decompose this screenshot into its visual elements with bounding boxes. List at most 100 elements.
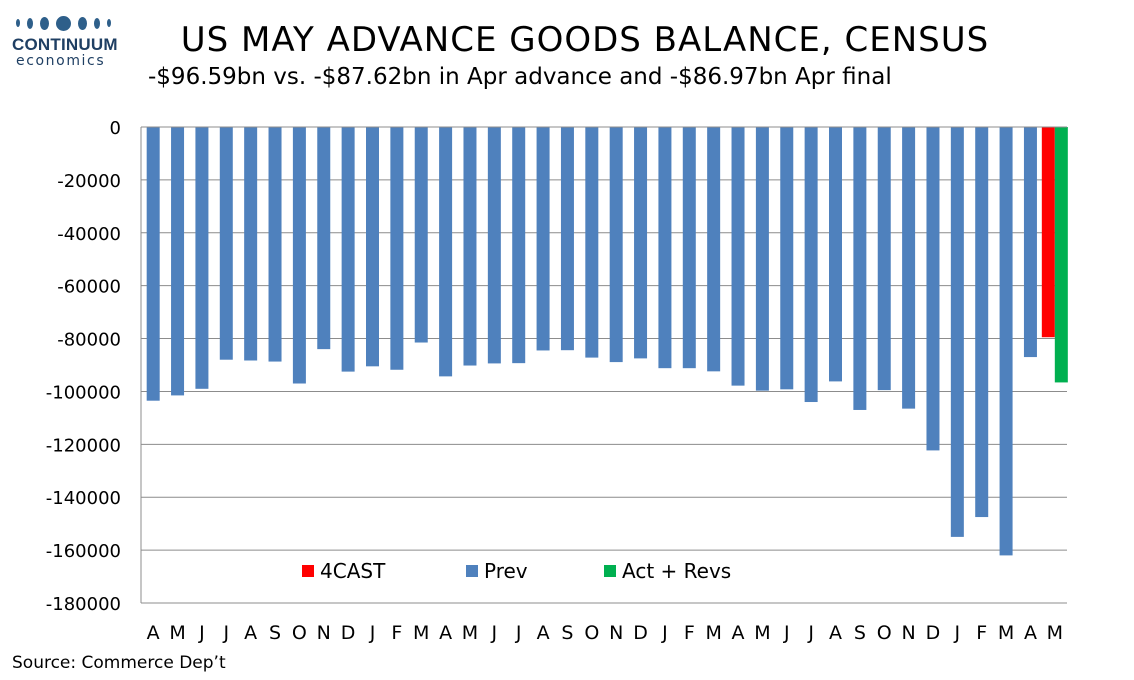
bar-prev bbox=[244, 127, 258, 361]
continuum-economics-logo: CONTINUUM economics bbox=[12, 14, 132, 69]
y-tick-label: -180000 bbox=[46, 594, 121, 615]
legend-swatch-prev bbox=[466, 565, 478, 577]
x-tick-label: N bbox=[609, 622, 623, 644]
x-tick-label: O bbox=[584, 622, 599, 644]
bar-prev bbox=[609, 127, 623, 363]
x-tick-label: A bbox=[537, 622, 550, 644]
x-tick-label: J bbox=[954, 622, 961, 644]
x-tick-label: M bbox=[462, 622, 478, 644]
x-tick-label: N bbox=[901, 622, 915, 644]
bar-act-revs bbox=[1054, 127, 1068, 383]
x-tick-label: M bbox=[1047, 622, 1063, 644]
x-tick-label: M bbox=[705, 622, 721, 644]
x-tick-label: J bbox=[198, 622, 205, 644]
bar-prev bbox=[707, 127, 721, 372]
legend-label-act-revs: Act + Revs bbox=[622, 559, 731, 583]
x-tick-label: J bbox=[807, 622, 814, 644]
bar-prev bbox=[560, 127, 574, 351]
x-tick-label: F bbox=[976, 622, 987, 644]
y-tick-label: -80000 bbox=[57, 330, 121, 351]
x-tick-label: J bbox=[661, 622, 668, 644]
x-tick-label: D bbox=[926, 622, 941, 644]
bar-prev bbox=[1023, 127, 1037, 358]
bar-prev bbox=[853, 127, 867, 410]
bar-prev bbox=[219, 127, 233, 360]
bar-prev bbox=[804, 127, 818, 403]
bar-prev bbox=[146, 127, 160, 401]
x-tick-label: S bbox=[854, 622, 866, 644]
x-tick-label: D bbox=[633, 622, 648, 644]
x-tick-label: A bbox=[147, 622, 160, 644]
x-tick-label: A bbox=[244, 622, 257, 644]
bar-prev bbox=[195, 127, 209, 389]
x-tick-label: O bbox=[877, 622, 892, 644]
source-note: Source: Commerce Dep’t bbox=[12, 653, 226, 673]
x-tick-label: J bbox=[783, 622, 790, 644]
x-tick-label: N bbox=[317, 622, 331, 644]
y-tick-label: -60000 bbox=[57, 277, 121, 298]
legend-label-4cast: 4CAST bbox=[320, 559, 386, 583]
x-tick-label: A bbox=[829, 622, 842, 644]
y-tick-label: -20000 bbox=[57, 171, 121, 192]
logo-subtitle: economics bbox=[16, 53, 106, 69]
x-tick-label: J bbox=[222, 622, 229, 644]
x-tick-label: A bbox=[732, 622, 745, 644]
x-tick-label: M bbox=[413, 622, 429, 644]
x-tick-label: O bbox=[292, 622, 307, 644]
x-tick-label: D bbox=[341, 622, 356, 644]
bar-prev bbox=[171, 127, 185, 396]
bar-prev bbox=[755, 127, 769, 391]
y-tick-label: -160000 bbox=[46, 541, 121, 562]
x-tick-label: F bbox=[684, 622, 695, 644]
bar-prev bbox=[902, 127, 916, 409]
bar-prev bbox=[536, 127, 550, 351]
x-tick-label: S bbox=[561, 622, 573, 644]
bar-prev bbox=[829, 127, 842, 382]
bar-prev bbox=[292, 127, 306, 384]
bar-prev bbox=[975, 127, 989, 518]
legend-swatch-act-revs bbox=[604, 565, 616, 577]
legend-label-prev: Prev bbox=[484, 559, 528, 583]
x-tick-label: M bbox=[169, 622, 185, 644]
y-tick-label: 0 bbox=[110, 118, 121, 139]
bar-prev bbox=[585, 127, 599, 358]
bar-prev bbox=[658, 127, 672, 369]
bar-prev bbox=[634, 127, 648, 359]
y-tick-label: -40000 bbox=[57, 224, 121, 245]
x-tick-label: J bbox=[515, 622, 522, 644]
logo-name: CONTINUUM bbox=[12, 35, 118, 54]
x-tick-label: A bbox=[1024, 622, 1037, 644]
x-tick-label: A bbox=[439, 622, 452, 644]
bar-prev bbox=[317, 127, 331, 350]
bar-prev bbox=[439, 127, 453, 377]
chart-title: US MAY ADVANCE GOODS BALANCE, CENSUS bbox=[180, 20, 990, 60]
x-tick-label: M bbox=[998, 622, 1014, 644]
y-tick-label: -140000 bbox=[46, 488, 121, 509]
bar-4cast bbox=[1041, 127, 1055, 338]
logo-dots-icon bbox=[16, 14, 132, 32]
bar-prev bbox=[780, 127, 794, 390]
bar-prev bbox=[463, 127, 477, 366]
bar-prev bbox=[341, 127, 355, 372]
bar-prev bbox=[390, 127, 404, 370]
bar-prev bbox=[731, 127, 745, 386]
bar-prev bbox=[414, 127, 428, 343]
bar-prev bbox=[682, 127, 696, 369]
bar-prev bbox=[999, 127, 1013, 556]
bar-prev bbox=[877, 127, 891, 391]
legend-swatch-4cast bbox=[302, 565, 314, 577]
bar-prev bbox=[926, 127, 940, 451]
x-tick-label: J bbox=[491, 622, 498, 644]
bar-prev bbox=[512, 127, 526, 364]
bar-prev bbox=[268, 127, 282, 362]
chart-subtitle: -$96.59bn vs. -$87.62bn in Apr advance a… bbox=[148, 64, 892, 90]
x-tick-label: M bbox=[754, 622, 770, 644]
y-tick-label: -120000 bbox=[46, 435, 121, 456]
x-tick-label: S bbox=[269, 622, 281, 644]
x-tick-label: F bbox=[391, 622, 402, 644]
bar-prev bbox=[487, 127, 501, 364]
bar-prev bbox=[950, 127, 964, 537]
x-tick-label: J bbox=[369, 622, 376, 644]
bar-prev bbox=[366, 127, 379, 367]
